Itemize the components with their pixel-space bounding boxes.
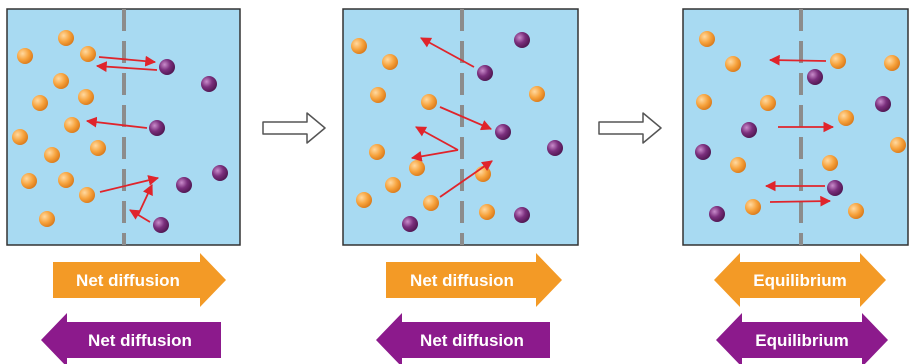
panel-intermediate: Net diffusion Net diffusion (343, 9, 578, 364)
purple-arrow-label: Net diffusion (420, 331, 524, 350)
orange-particle (58, 172, 74, 188)
orange-arrow-label: Net diffusion (410, 271, 514, 290)
purple-arrow-label: Net diffusion (88, 331, 192, 350)
orange-particle (58, 30, 74, 46)
purple-particle (402, 216, 418, 232)
orange-arrow-label: Net diffusion (76, 271, 180, 290)
orange-particle (730, 157, 746, 173)
purple-particle (875, 96, 891, 112)
orange-particle (79, 187, 95, 203)
purple-particle (695, 144, 711, 160)
orange-particle (17, 48, 33, 64)
purple-arrow-label: Equilibrium (755, 331, 849, 350)
net-diffusion-purple-arrow: Net diffusion (376, 313, 550, 364)
orange-particle (80, 46, 96, 62)
red-arrow (770, 60, 826, 61)
panel-equilibrium: Equilibrium Equilibrium (683, 9, 908, 364)
purple-particle (477, 65, 493, 81)
purple-particle (709, 206, 725, 222)
orange-particle (696, 94, 712, 110)
orange-particle (12, 129, 28, 145)
net-diffusion-purple-arrow: Net diffusion (41, 313, 221, 364)
red-arrow (770, 201, 830, 202)
orange-particle (884, 55, 900, 71)
purple-particle (201, 76, 217, 92)
orange-particle (479, 204, 495, 220)
orange-particle (475, 166, 491, 182)
purple-particle (495, 124, 511, 140)
purple-particle (807, 69, 823, 85)
orange-arrow-label: Equilibrium (753, 271, 847, 290)
orange-particle (369, 144, 385, 160)
orange-particle (382, 54, 398, 70)
equilibrium-purple-arrow: Equilibrium (716, 313, 888, 364)
purple-particle (514, 207, 530, 223)
orange-particle (725, 56, 741, 72)
purple-particle (741, 122, 757, 138)
orange-particle (356, 192, 372, 208)
purple-particle (159, 59, 175, 75)
orange-particle (409, 160, 425, 176)
orange-particle (822, 155, 838, 171)
orange-particle (838, 110, 854, 126)
purple-particle (153, 217, 169, 233)
orange-particle (64, 117, 80, 133)
purple-particle (827, 180, 843, 196)
orange-particle (370, 87, 386, 103)
orange-particle (699, 31, 715, 47)
orange-particle (421, 94, 437, 110)
orange-particle (830, 53, 846, 69)
hollow-right-arrow-icon (263, 113, 325, 143)
purple-particle (547, 140, 563, 156)
orange-particle (529, 86, 545, 102)
orange-particle (21, 173, 37, 189)
orange-particle (760, 95, 776, 111)
orange-particle (848, 203, 864, 219)
orange-particle (39, 211, 55, 227)
orange-particle (423, 195, 439, 211)
orange-particle (385, 177, 401, 193)
purple-particle (514, 32, 530, 48)
net-diffusion-orange-arrow: Net diffusion (53, 253, 226, 307)
net-diffusion-orange-arrow: Net diffusion (386, 253, 562, 307)
panel-initial: Net diffusion Net diffusion (7, 9, 240, 364)
hollow-right-arrow-icon (599, 113, 661, 143)
equilibrium-orange-arrow: Equilibrium (714, 253, 886, 307)
purple-particle (149, 120, 165, 136)
purple-particle (176, 177, 192, 193)
orange-particle (745, 199, 761, 215)
orange-particle (53, 73, 69, 89)
purple-particle (212, 165, 228, 181)
orange-particle (44, 147, 60, 163)
orange-particle (890, 137, 906, 153)
orange-particle (351, 38, 367, 54)
orange-particle (78, 89, 94, 105)
orange-particle (32, 95, 48, 111)
orange-particle (90, 140, 106, 156)
